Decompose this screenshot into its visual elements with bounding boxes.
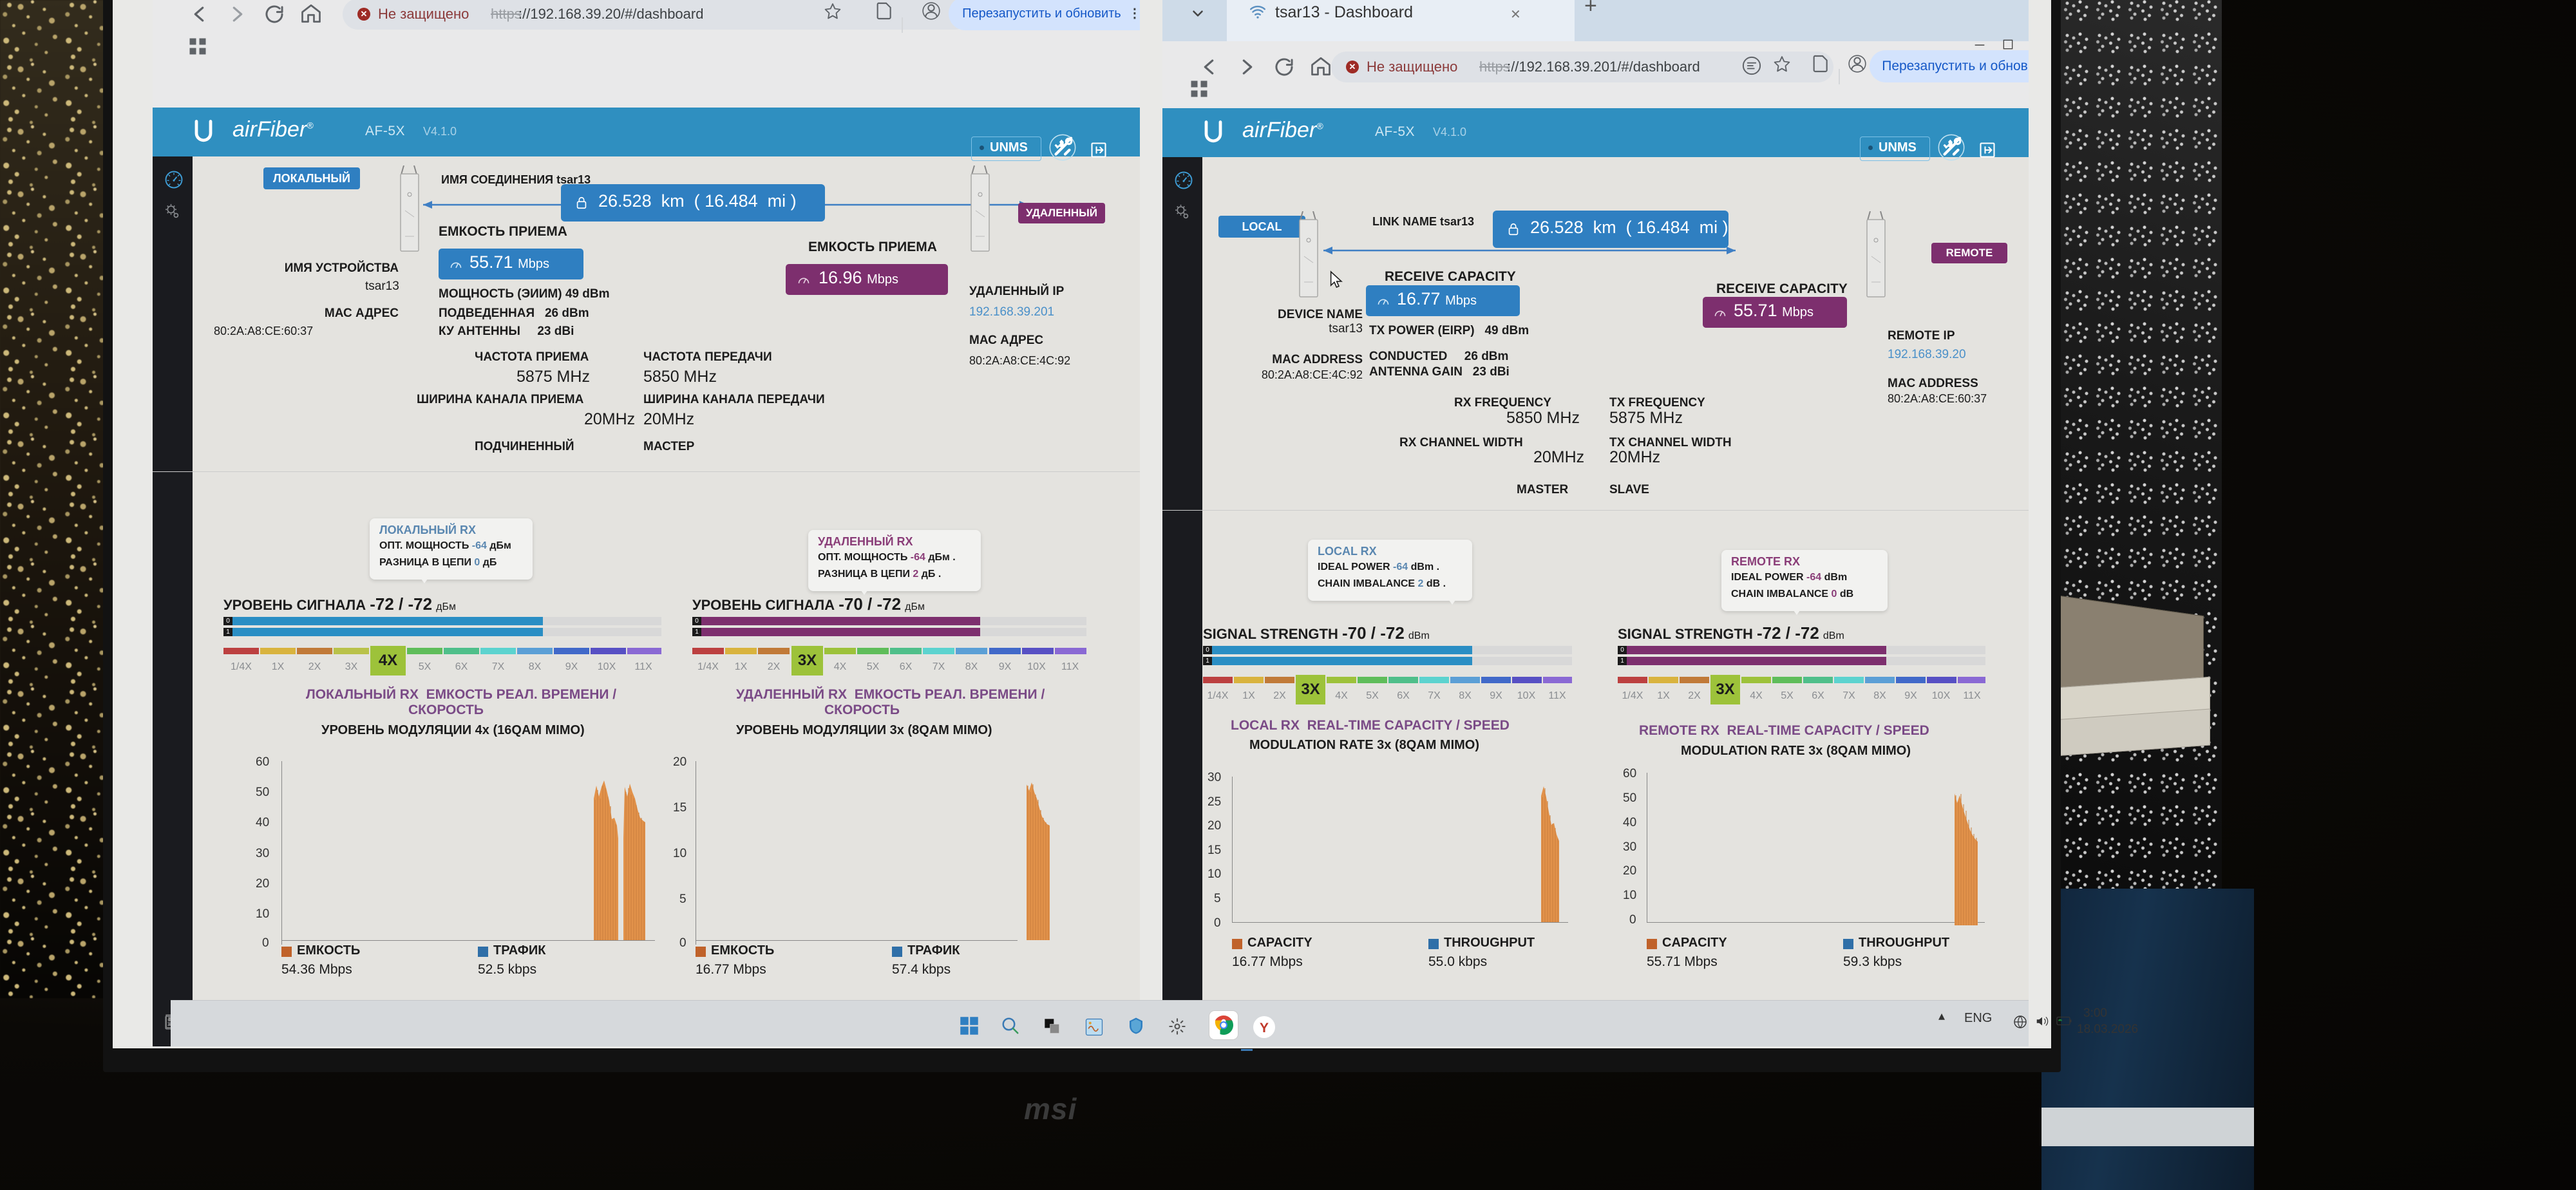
svg-text:Y: Y [1260,1020,1269,1035]
